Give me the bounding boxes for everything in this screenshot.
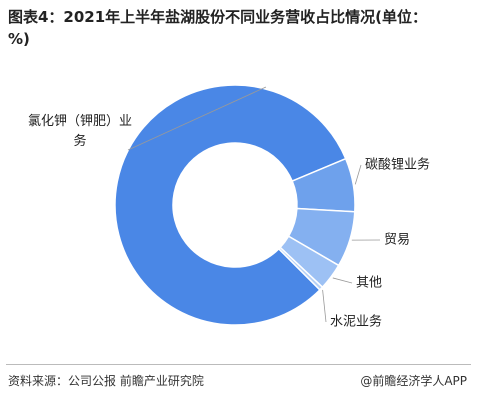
slice (114, 84, 347, 326)
slice-label: 氯化钾（钾肥）业务 (27, 114, 132, 149)
chart-title: 图表4：2021年上半年盐湖股份不同业务营收占比情况(单位：%) (8, 8, 428, 48)
leader-line (127, 86, 267, 151)
slice (277, 246, 324, 291)
divider (6, 364, 471, 365)
leader-line (354, 164, 362, 185)
slice-label: 贸易 (384, 233, 410, 248)
slice-label: 其他 (356, 276, 382, 291)
leader-line (322, 289, 327, 323)
source: 资料来源：公司公报 前瞻产业研究院 (8, 374, 204, 388)
slice-label: 水泥业务 (330, 314, 382, 330)
slice-label: 碳酸锂业务 (365, 157, 430, 173)
brand: @前瞻经济学人APP (360, 374, 467, 388)
leader-line (332, 277, 353, 284)
